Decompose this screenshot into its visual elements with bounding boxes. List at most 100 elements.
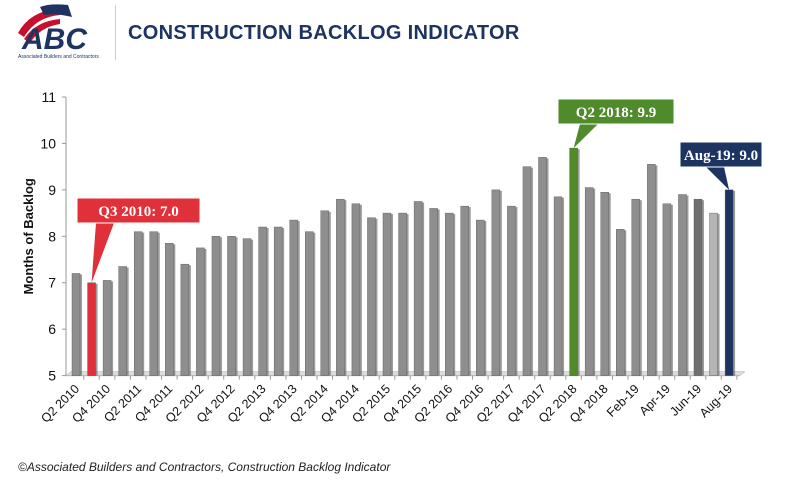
page-title: CONSTRUCTION BACKLOG INDICATOR: [128, 22, 520, 44]
callout-label: Q3 2010: 7.0: [98, 204, 178, 220]
bar: [320, 210, 329, 376]
callout-label: Q2 2018: 9.9: [576, 105, 656, 121]
bar-side: [437, 209, 440, 376]
bar-side: [515, 207, 518, 376]
y-tick-label: 9: [48, 182, 56, 198]
bar-side: [142, 232, 145, 376]
bar: [398, 212, 407, 376]
bar: [693, 198, 703, 376]
bar-side: [344, 200, 347, 376]
y-tick-label: 7: [48, 275, 56, 291]
bar-side: [422, 202, 425, 376]
y-tick-label: 11: [41, 89, 56, 105]
bar: [413, 201, 423, 376]
bar-side: [546, 158, 549, 376]
bar-side: [375, 218, 378, 376]
bar-side: [173, 244, 176, 376]
bar: [87, 282, 96, 376]
x-tick-label: Apr-19: [637, 382, 673, 418]
bar-side: [577, 149, 580, 376]
bar: [600, 191, 609, 376]
bar-side: [235, 237, 238, 376]
bar-side: [562, 197, 565, 376]
source-footer: ©Associated Builders and Contractors, Co…: [18, 460, 391, 474]
bar-side: [126, 267, 129, 376]
callout-pointer: [91, 223, 114, 283]
bar-side: [391, 214, 393, 376]
bar-side: [251, 239, 254, 376]
bar: [165, 243, 174, 376]
bar: [289, 219, 298, 376]
bar-side: [406, 214, 409, 376]
bar-side: [702, 200, 704, 376]
bar: [429, 208, 438, 376]
bar-side: [670, 204, 673, 376]
bar-side: [297, 221, 300, 376]
callout-box: [679, 141, 763, 168]
bar: [149, 231, 158, 376]
bar: [351, 203, 361, 376]
bar: [507, 205, 516, 376]
bar: [631, 198, 640, 376]
bar-side: [484, 221, 487, 376]
bar: [180, 263, 190, 376]
bar-side: [733, 190, 736, 376]
bar: [647, 164, 656, 376]
bar: [616, 229, 625, 376]
y-tick-label: 8: [48, 228, 56, 244]
y-tick-label: 6: [48, 321, 56, 337]
bar: [196, 247, 205, 376]
y-tick-label: 5: [48, 368, 56, 384]
bar: [336, 198, 345, 376]
callout-pointer: [573, 124, 598, 149]
bar-side: [328, 211, 331, 376]
bar: [724, 189, 734, 376]
bar: [460, 205, 469, 376]
bar: [305, 231, 314, 376]
x-tick-label: Aug-19: [697, 382, 735, 420]
bar: [367, 217, 376, 376]
y-tick-label: 10: [40, 135, 56, 151]
bar: [118, 266, 127, 376]
bar-side: [188, 265, 191, 376]
header-divider: [115, 5, 116, 60]
bar-side: [266, 228, 269, 376]
bar-side: [157, 232, 160, 376]
bar: [678, 194, 687, 376]
bar-side: [608, 193, 611, 376]
bar: [273, 226, 283, 376]
callout-box: [76, 197, 201, 224]
bar-side: [530, 167, 533, 376]
x-tick-label: Feb-19: [604, 382, 642, 420]
bar: [102, 280, 112, 376]
bar: [662, 203, 672, 376]
bar-side: [282, 228, 285, 376]
bar-side: [593, 188, 596, 376]
bar: [211, 236, 221, 376]
bar: [491, 189, 501, 376]
bar: [569, 147, 578, 376]
bar-side: [453, 214, 456, 376]
bar: [227, 236, 236, 376]
bar-side: [686, 195, 689, 376]
bar: [522, 166, 532, 376]
bar-side: [639, 200, 642, 376]
bar: [553, 196, 563, 376]
abc-logo: ABC Associated Builders and Contractors: [18, 4, 99, 60]
callout-pointer: [706, 167, 730, 190]
bar: [476, 219, 485, 376]
bar-side: [111, 281, 114, 376]
bar-side: [624, 230, 627, 376]
bar: [258, 226, 267, 376]
bar: [133, 231, 143, 376]
bar: [538, 157, 547, 376]
bar: [382, 212, 392, 376]
bar-side: [468, 207, 471, 376]
bar-side: [219, 237, 222, 376]
y-axis-label: Months of Backlog: [21, 178, 36, 294]
bar-side: [655, 165, 658, 376]
bar-side: [80, 274, 82, 376]
bar: [242, 238, 252, 376]
